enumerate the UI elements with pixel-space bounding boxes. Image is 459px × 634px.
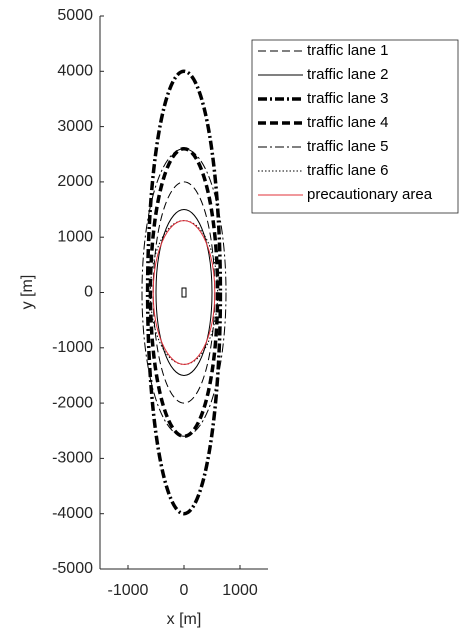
legend-label: traffic lane 3	[307, 90, 388, 107]
y-tick-label: -4000	[52, 505, 93, 522]
legend-box	[251, 39, 459, 214]
x-tick-label: 0	[180, 582, 189, 599]
legend-label: traffic lane 1	[307, 42, 388, 59]
ellipse	[141, 148, 227, 437]
ellipse	[148, 146, 220, 439]
center-structure	[181, 287, 187, 298]
ellipse	[152, 220, 216, 365]
y-tick-label: -1000	[52, 339, 93, 356]
x-tick-label: 1000	[222, 582, 258, 599]
y-axis-label: y [m]	[19, 275, 36, 310]
y-tick-label: 4000	[57, 63, 93, 80]
y-tick-label: -5000	[52, 560, 93, 577]
y-tick-label: 0	[84, 284, 93, 301]
x-axis-label: x [m]	[167, 611, 202, 628]
ellipse	[155, 209, 213, 376]
y-tick-label: -3000	[52, 450, 93, 467]
legend-label: precautionary area	[307, 186, 433, 203]
y-tick-label: 3000	[57, 118, 93, 135]
legend-label: traffic lane 6	[307, 162, 388, 179]
y-tick-label: 2000	[57, 173, 93, 190]
x-tick-label: -1000	[108, 582, 149, 599]
legend-label: traffic lane 2	[307, 66, 388, 83]
y-tick-label: 1000	[57, 228, 93, 245]
y-tick-label: -2000	[52, 394, 93, 411]
ellipse	[152, 181, 216, 404]
ellipse	[145, 69, 223, 516]
legend-label: traffic lane 4	[307, 114, 388, 131]
ellipse	[149, 220, 219, 365]
y-tick-label: 5000	[57, 7, 93, 24]
legend-label: traffic lane 5	[307, 138, 388, 155]
